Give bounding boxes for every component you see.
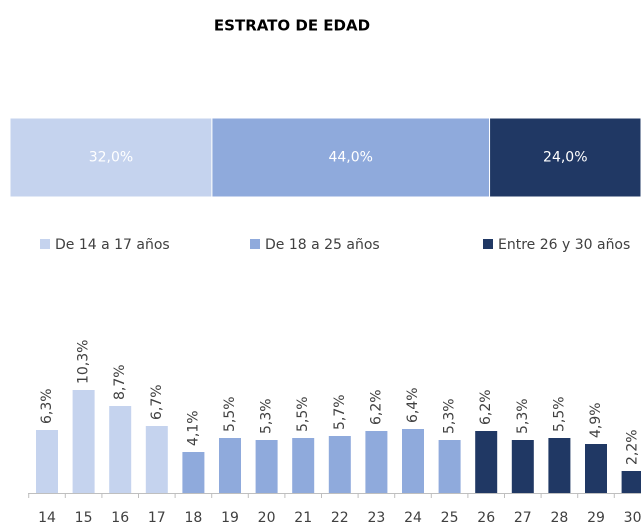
x-tick-label: 22 (331, 510, 349, 526)
legend-swatch (40, 239, 50, 249)
x-tick-label: 24 (404, 510, 422, 526)
data-label: 6,2% (368, 389, 384, 425)
data-label: 5,5% (295, 396, 311, 432)
bar (109, 406, 132, 493)
data-label: 6,7% (149, 384, 165, 420)
bar (219, 438, 241, 493)
bar-segment (9, 117, 213, 198)
bar (72, 390, 95, 493)
data-label: 5,3% (442, 398, 458, 434)
bar (402, 429, 424, 493)
chart-title: ESTRATO DE EDAD (214, 17, 370, 35)
x-tick-label: 18 (184, 510, 202, 526)
legend-swatch (483, 239, 493, 249)
x-tick-label: 21 (294, 510, 312, 526)
legend-label: De 14 a 17 años (55, 237, 170, 253)
data-label: 6,4% (405, 387, 421, 423)
bar (585, 444, 607, 493)
data-label: 5,5% (551, 396, 567, 432)
legend-label: De 18 a 25 años (265, 237, 380, 253)
bar (255, 440, 278, 493)
x-tick-label: 28 (550, 510, 568, 526)
data-label: 5,3% (259, 398, 275, 434)
data-label: 2,2% (625, 429, 641, 465)
data-label: 5,3% (515, 398, 531, 434)
bar (511, 440, 534, 493)
data-label: 24,0% (543, 150, 587, 166)
data-label: 5,5% (222, 396, 238, 432)
x-tick-label: 16 (111, 510, 129, 526)
bar (365, 431, 388, 493)
x-tick-label: 20 (258, 510, 276, 526)
bar (475, 431, 498, 493)
x-tick-label: 27 (514, 510, 532, 526)
x-tick-label: 23 (367, 510, 385, 526)
bar (36, 430, 58, 493)
bar (548, 438, 571, 493)
data-label: 32,0% (89, 150, 133, 166)
bar (328, 436, 351, 493)
x-tick-label: 25 (441, 510, 459, 526)
x-tick-label: 29 (587, 510, 605, 526)
x-tick-label: 30 (624, 510, 641, 526)
bar (438, 440, 461, 493)
x-tick-label: 15 (75, 510, 93, 526)
x-tick-label: 14 (38, 510, 56, 526)
data-label: 6,2% (478, 389, 494, 425)
legend-swatch (250, 239, 260, 249)
data-label: 5,7% (332, 394, 348, 430)
bar (182, 452, 205, 493)
data-label: 4,1% (185, 410, 201, 446)
data-label: 4,9% (588, 402, 604, 438)
bar-segment (489, 117, 641, 198)
bar (621, 471, 641, 493)
bar-segment (211, 117, 491, 198)
bar (292, 438, 315, 493)
x-tick-label: 26 (477, 510, 495, 526)
data-label: 8,7% (112, 364, 128, 400)
data-label: 10,3% (76, 340, 92, 384)
legend-label: Entre 26 y 30 años (498, 237, 630, 253)
data-label: 44,0% (328, 150, 372, 166)
data-label: 6,3% (39, 388, 55, 424)
x-tick-label: 17 (148, 510, 166, 526)
bar (145, 426, 168, 493)
x-tick-label: 19 (221, 510, 239, 526)
